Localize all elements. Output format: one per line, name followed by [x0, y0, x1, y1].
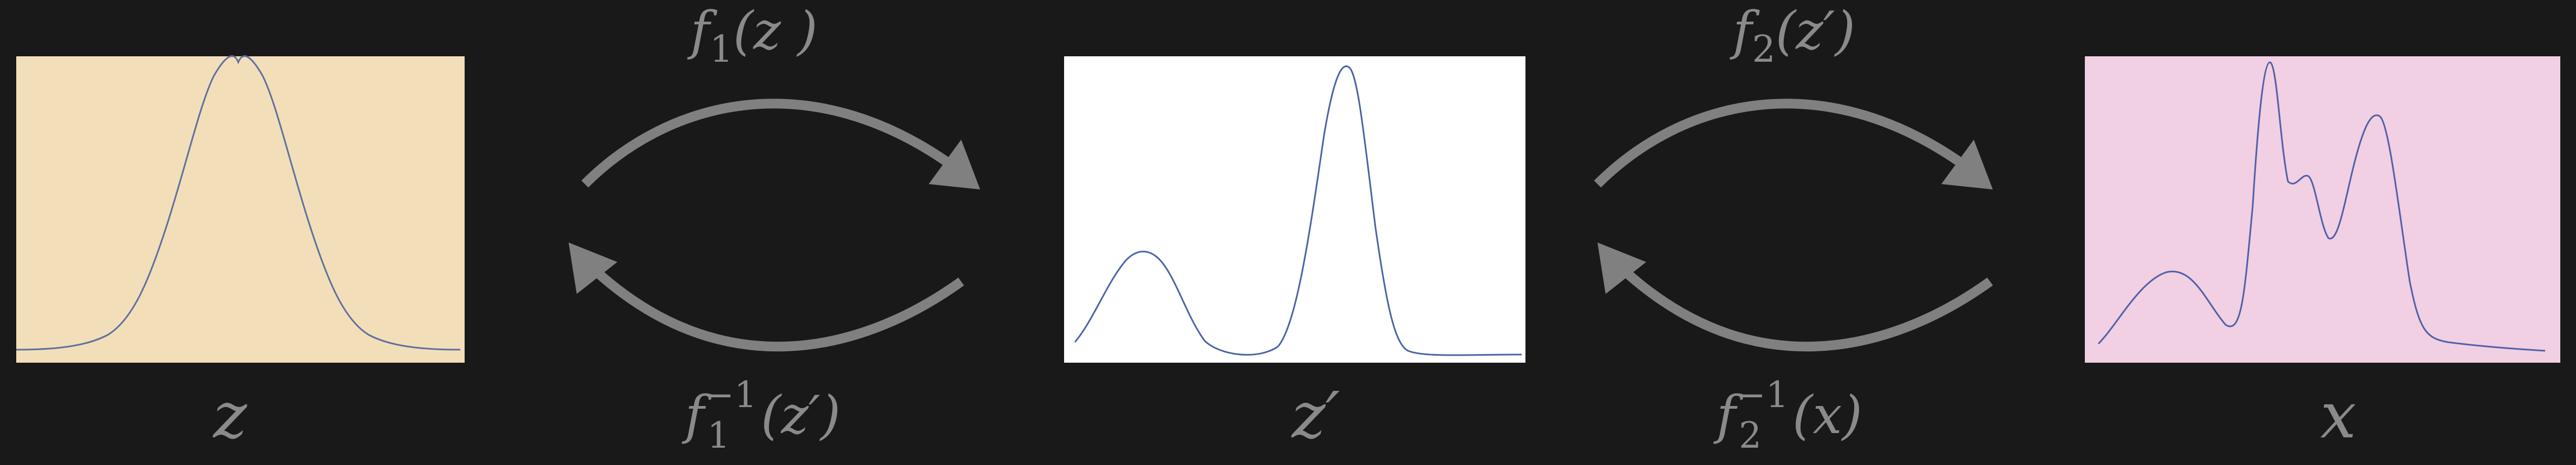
label-f2-arg: (z′): [1776, 1, 1855, 61]
density-curve-z-prime: [1074, 65, 1522, 356]
panel-z-caption: z: [212, 378, 247, 453]
label-f2: f2(z′): [1730, 1, 1855, 71]
label-f1-inverse: f−1 1 (z′): [682, 374, 840, 456]
forward-arrow-f2: [1594, 99, 1964, 188]
label-f1-inverse-arg: (z′): [761, 385, 840, 446]
panel-x-background: [2085, 56, 2560, 363]
curved-arrow-right-icon: [929, 140, 980, 189]
label-f2-inverse: f−1 2 (x): [1713, 374, 1862, 456]
transform-2-arrows: [1594, 99, 1993, 352]
label-f2-sub: 2: [1752, 28, 1776, 71]
inverse-arrow-f2-inv: [1624, 270, 1993, 352]
label-f1-inverse-sup: −1: [705, 374, 757, 416]
curved-arrow-left-icon: [1597, 243, 1646, 294]
curved-arrow-left-icon: [569, 243, 617, 294]
label-f2-inverse-sub: 2: [1739, 415, 1762, 456]
forward-arrow-f1: [581, 99, 951, 188]
panel-x-caption: x: [2320, 378, 2357, 453]
panel-x: [2085, 56, 2560, 363]
inverse-arrow-f1-inv: [595, 270, 964, 352]
panel-z: [16, 55, 465, 363]
panel-z-prime-background: [1064, 56, 1525, 363]
label-f1-sub: 1: [710, 28, 733, 71]
label-f1-arg: (z ): [733, 1, 818, 61]
panel-z-prime-caption: z′: [1291, 378, 1340, 453]
density-curve-z: [16, 55, 461, 351]
curved-arrow-right-icon: [1941, 140, 1993, 189]
transform-1-arrows: [569, 99, 980, 352]
label-f2-inverse-sup: −1: [1736, 374, 1789, 416]
label-f1-inverse-sub: 1: [707, 415, 730, 456]
label-f2-inverse-arg: (x): [1792, 385, 1862, 446]
density-curve-x: [2097, 61, 2546, 352]
label-f1: f1(z ): [687, 1, 818, 71]
panel-z-prime: [1064, 56, 1525, 363]
panel-z-background: [16, 56, 465, 363]
